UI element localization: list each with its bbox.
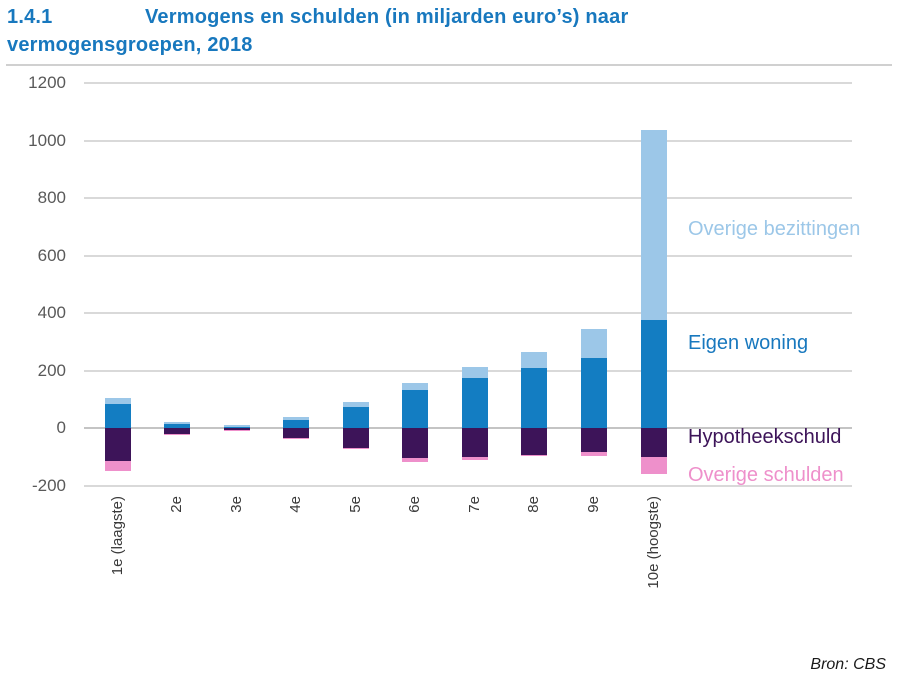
- bar-segment-hypotheekschuld: [104, 428, 131, 462]
- bar-segment-overige-schulden: [580, 451, 607, 456]
- x-axis-label: 1e (laagste): [108, 496, 126, 576]
- bar-segment-overige-bezittingen: [461, 367, 488, 379]
- bar-segment-overige-schulden: [283, 438, 310, 440]
- bar-segment-eigen-woning: [461, 378, 488, 428]
- bar-segment-hypotheekschuld: [402, 428, 429, 458]
- x-axis-label: 2e: [168, 496, 186, 513]
- bar-segment-overige-bezittingen: [640, 130, 667, 321]
- legend-label-overige-schulden: Overige schulden: [688, 464, 844, 486]
- bar-segment-hypotheekschuld: [223, 428, 250, 431]
- source-credit: Bron: CBS: [810, 656, 886, 673]
- bar-segment-overige-schulden: [521, 454, 548, 457]
- bar-segment-overige-bezittingen: [283, 417, 310, 420]
- bar-segment-overige-schulden: [402, 457, 429, 463]
- bar-segment-eigen-woning: [402, 390, 429, 428]
- grid-line: [84, 197, 852, 199]
- chart-number: 1.4.1: [7, 6, 53, 28]
- bar-segment-overige-schulden: [104, 461, 131, 472]
- grid-line: [84, 82, 852, 84]
- chart-title-line2: vermogensgroepen, 2018: [7, 34, 253, 56]
- bar-segment-overige-bezittingen: [342, 402, 369, 407]
- y-axis-label: 1000: [28, 130, 66, 150]
- y-axis-label: 600: [37, 245, 66, 265]
- y-axis-label: 1200: [28, 73, 66, 92]
- grid-line: [84, 484, 852, 487]
- bar-segment-overige-bezittingen: [402, 383, 429, 391]
- title-divider: [6, 64, 892, 66]
- bar-segment-eigen-woning: [521, 368, 548, 428]
- x-axis-label: 8e: [525, 496, 543, 513]
- bar-segment-eigen-woning: [342, 407, 369, 428]
- bar-segment-overige-schulden: [223, 430, 250, 431]
- grid-line: [84, 139, 852, 142]
- x-axis-label: 7e: [465, 496, 483, 513]
- bar-segment-overige-bezittingen: [580, 328, 607, 359]
- bar-segment-overige-bezittingen: [164, 421, 191, 424]
- x-axis-label: 5e: [346, 496, 364, 513]
- bar-segment-overige-schulden: [164, 434, 191, 436]
- bar-segment-hypotheekschuld: [640, 428, 667, 458]
- chart-title-line1: Vermogens en schulden (in miljarden euro…: [145, 6, 629, 28]
- bar-segment-overige-schulden: [640, 457, 667, 474]
- y-axis-label: -200: [31, 475, 66, 495]
- y-axis-label: 400: [37, 303, 66, 322]
- legend-label-overige-bezittingen: Overige bezittingen: [688, 218, 861, 240]
- bar-segment-eigen-woning: [580, 358, 607, 428]
- bar-segment-hypotheekschuld: [461, 428, 488, 458]
- x-axis-label: 9e: [584, 496, 602, 513]
- grid-line: [84, 254, 852, 257]
- bar-segment-hypotheekschuld: [283, 428, 310, 439]
- bar-segment-overige-bezittingen: [521, 352, 548, 369]
- bar-segment-eigen-woning: [104, 403, 131, 428]
- bar-segment-hypotheekschuld: [164, 428, 191, 435]
- bar-segment-overige-bezittingen: [104, 398, 131, 404]
- bar-segment-overige-schulden: [461, 457, 488, 461]
- bar-segment-eigen-woning: [223, 426, 250, 428]
- y-axis-label: 0: [56, 418, 66, 437]
- x-axis-label: 10e (hoogste): [644, 496, 662, 589]
- x-axis-label: 3e: [227, 496, 245, 513]
- y-axis-label: 800: [37, 188, 66, 207]
- bar-segment-hypotheekschuld: [521, 428, 548, 455]
- legend-label-eigen-woning: Eigen woning: [688, 332, 809, 354]
- bar-segment-overige-bezittingen: [223, 425, 250, 427]
- bar-segment-overige-schulden: [342, 447, 369, 449]
- bar-segment-eigen-woning: [640, 320, 667, 428]
- bar-segment-eigen-woning: [283, 419, 310, 428]
- bar-segment-hypotheekschuld: [342, 428, 369, 448]
- legend-label-hypotheekschuld: Hypotheekschuld: [688, 426, 842, 448]
- x-axis-label: 6e: [406, 496, 424, 513]
- x-axis-label: 4e: [287, 496, 305, 513]
- grid-line: [84, 312, 852, 314]
- bar-segment-eigen-woning: [164, 423, 191, 428]
- bar-segment-hypotheekschuld: [580, 428, 607, 452]
- y-axis-label: 200: [37, 360, 66, 380]
